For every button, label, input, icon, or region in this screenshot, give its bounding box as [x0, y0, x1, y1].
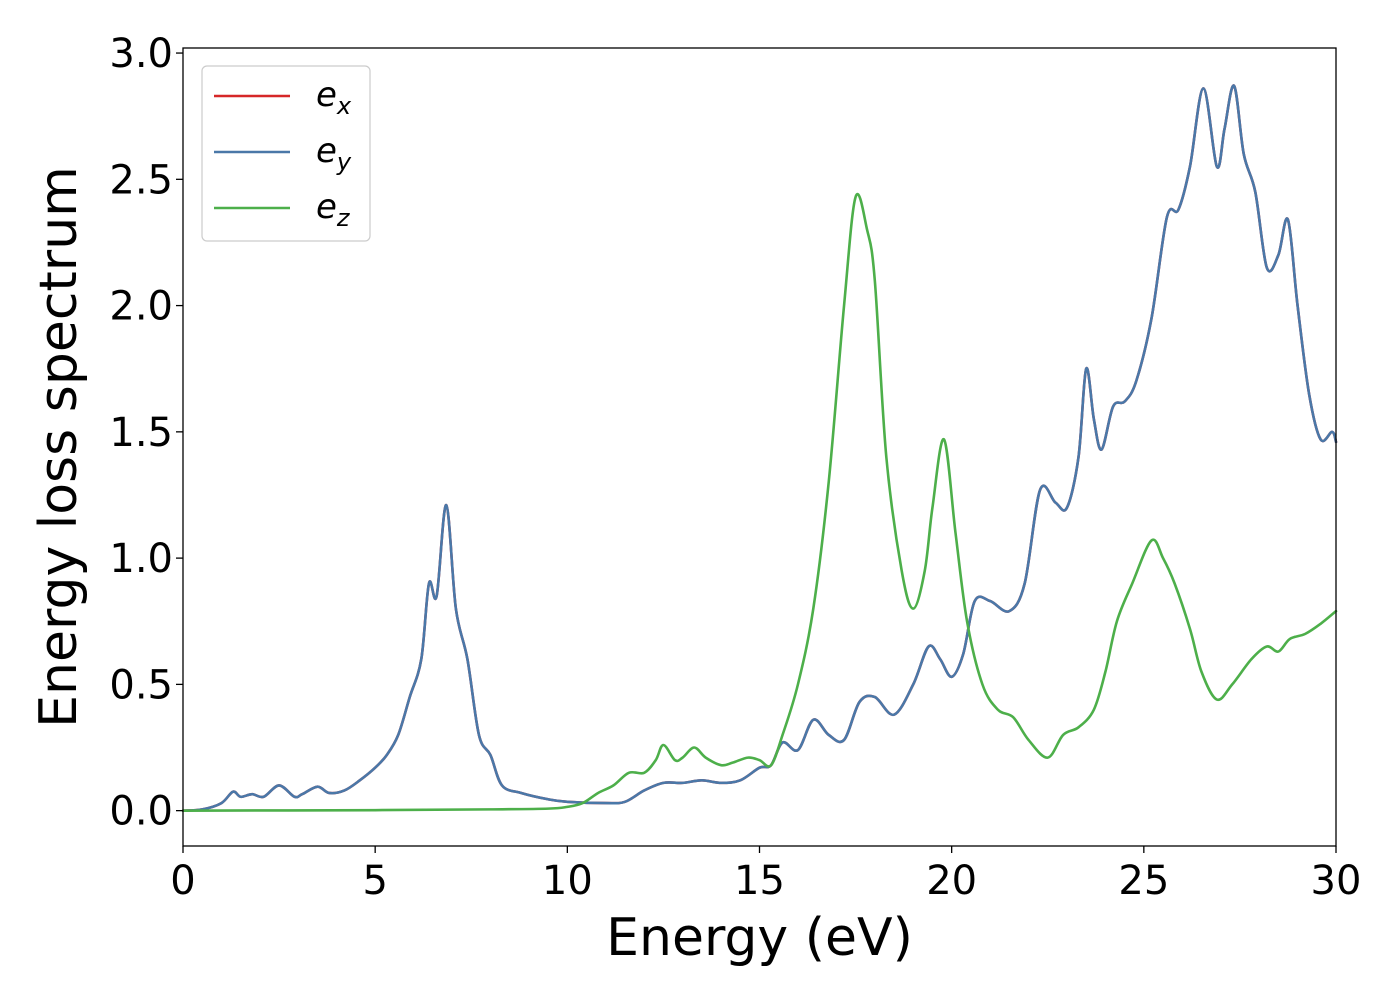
- series-line-z: [181, 192, 1338, 812]
- series-line-y: [181, 84, 1338, 812]
- x-tick-label: 25: [1118, 858, 1169, 904]
- x-tick-label: 10: [542, 858, 593, 904]
- y-tick-label: 1.5: [109, 410, 173, 456]
- legend-label-x: ex: [316, 75, 352, 120]
- legend-box: [201, 65, 371, 242]
- x-tick-label: 0: [170, 858, 195, 904]
- y-tick-label: 2.5: [109, 157, 173, 203]
- x-tick-label: 20: [926, 858, 977, 904]
- x-tick-label: 30: [1311, 858, 1362, 904]
- y-tick-label: 0.0: [109, 789, 173, 835]
- y-tick-label: 3.0: [109, 31, 173, 77]
- y-axis-label: Energy loss spectrum: [29, 166, 89, 728]
- x-axis-label: Energy (eV): [606, 908, 913, 968]
- legend-label-z: ez: [316, 187, 351, 232]
- y-tick-label: 2.0: [109, 284, 173, 330]
- ticks-layer: 0 5 10 15 20 25 30 0.0 0.5 1.0 1.5 2.0 2.5 3.0: [109, 31, 1361, 904]
- series-layer: [181, 84, 1338, 812]
- y-tick-label: 0.5: [109, 662, 173, 708]
- legend: ex ey ez: [201, 65, 371, 242]
- y-tick-label: 1.0: [109, 536, 173, 582]
- legend-label-y: ey: [316, 131, 352, 176]
- x-tick-label: 5: [362, 858, 387, 904]
- x-tick-label: 15: [734, 858, 785, 904]
